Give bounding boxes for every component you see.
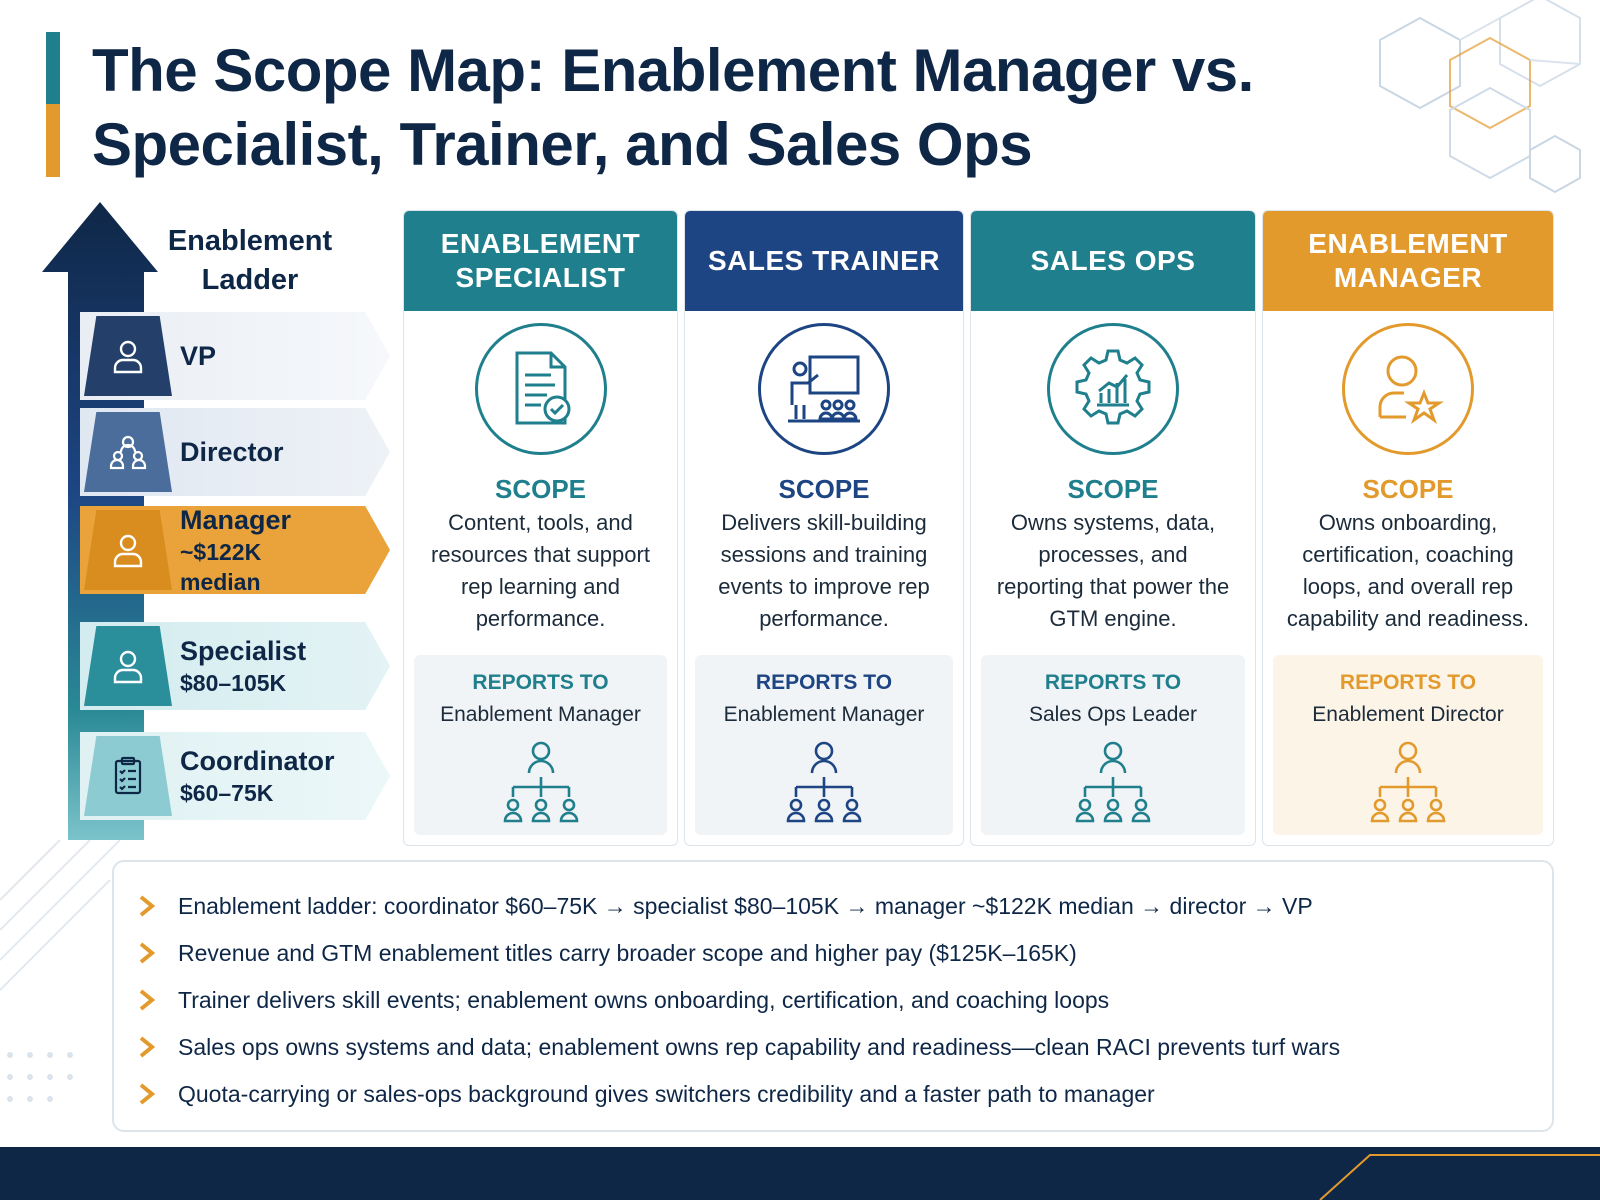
reports-heading: REPORTS TO: [1044, 671, 1182, 694]
person-icon: [84, 510, 172, 590]
reports-to-box: REPORTS TO Sales Ops Leader: [981, 655, 1245, 835]
org-chart-icon: [1370, 741, 1446, 823]
chevron-right-icon: [139, 894, 156, 917]
reports-text: Enablement Manager: [723, 703, 925, 726]
ladder-rung-name: Coordinator: [180, 746, 335, 776]
reports-heading: REPORTS TO: [1339, 671, 1477, 694]
org-chart-icon: [786, 741, 862, 823]
ladder-rung-pay: ~$122K median: [180, 539, 262, 595]
ladder-rung-name: Manager: [180, 505, 292, 535]
ladder-rung-name: VP: [180, 341, 217, 371]
document-check-icon: [474, 323, 607, 455]
role-card-enablement-specialist: ENABLEMENT SPECIALIST SCOPE Content, too…: [403, 210, 678, 846]
role-card-title: SALES TRAINER: [685, 211, 963, 311]
list-item: Revenue and GTM enablement titles carry …: [138, 929, 1552, 976]
person-star-icon: [1342, 323, 1474, 455]
role-card-sales-trainer: SALES TRAINER SCOPE Delivers skill-build…: [684, 210, 964, 846]
reports-heading: REPORTS TO: [755, 671, 893, 694]
key-takeaways-box: Enablement ladder: coordinator $60–75K →…: [112, 860, 1554, 1132]
hexagon-decoration: [1379, 0, 1581, 194]
scope-text: Owns onboarding, certification, coaching…: [1286, 510, 1530, 631]
list-item: Trainer delivers skill events; enablemen…: [138, 976, 1552, 1023]
org-chart-icon: [503, 741, 578, 823]
page-title: The Scope Map: Enablement Manager vs. Sp…: [92, 37, 1254, 178]
role-card-title: SALES OPS: [971, 211, 1255, 311]
list-item: Sales ops owns systems and data; enablem…: [138, 1023, 1552, 1070]
footer-band: [0, 1147, 1600, 1200]
chevron-right-icon: [139, 1082, 156, 1105]
scope-text: Owns systems, data, processes, and repor…: [996, 510, 1230, 631]
ladder-rung-pay: $80–105K: [180, 670, 287, 696]
org-chart-icon: [1075, 741, 1151, 823]
reports-text: Enablement Director: [1312, 703, 1504, 726]
scope-text: Content, tools, and resources that suppo…: [431, 510, 650, 631]
ladder-rung-pay: $60–75K: [180, 780, 274, 806]
scope-heading: SCOPE: [1067, 474, 1159, 504]
ladder-heading: Enablement Ladder: [167, 225, 333, 296]
list-item-text: Trainer delivers skill events; enablemen…: [178, 986, 1110, 1013]
scope-heading: SCOPE: [778, 474, 870, 504]
ladder-rung-name: Director: [180, 437, 284, 467]
chevron-right-icon: [139, 1035, 156, 1058]
chevron-right-icon: [139, 941, 156, 964]
list-item-text: Enablement ladder: coordinator $60–75K →…: [178, 892, 1313, 919]
list-item-text: Quota-carrying or sales-ops background g…: [178, 1080, 1155, 1107]
reports-to-box: REPORTS TO Enablement Manager: [695, 655, 953, 835]
list-item: Enablement ladder: coordinator $60–75K →…: [138, 882, 1552, 929]
dot-decoration: [7, 1052, 73, 1102]
role-card-title: ENABLEMENT MANAGER: [1263, 211, 1553, 311]
chevron-right-icon: [139, 988, 156, 1011]
reports-to-box: REPORTS TO Enablement Manager: [414, 655, 667, 835]
reports-to-box: REPORTS TO Enablement Director: [1273, 655, 1543, 835]
list-item-text: Revenue and GTM enablement titles carry …: [178, 939, 1077, 966]
person-icon: [84, 626, 172, 706]
clipboard-icon: [84, 736, 172, 816]
person-icon: [84, 316, 172, 396]
title-accent-bar: [46, 32, 60, 177]
reports-heading: REPORTS TO: [472, 671, 609, 694]
ladder-rung-name: Specialist: [180, 636, 307, 666]
scope-heading: SCOPE: [1362, 474, 1454, 504]
reports-text: Enablement Manager: [440, 703, 641, 726]
footer-accent: [1319, 1154, 1600, 1200]
scope-heading: SCOPE: [494, 474, 587, 504]
scope-text: Delivers skill-building sessions and tra…: [718, 510, 930, 631]
role-card-sales-ops: SALES OPS SCOPE Owns systems, data, proc…: [970, 210, 1256, 846]
list-item-text: Sales ops owns systems and data; enablem…: [178, 1033, 1341, 1060]
list-item: Quota-carrying or sales-ops background g…: [138, 1070, 1552, 1117]
presenter-icon: [758, 323, 890, 455]
team-icon: [84, 412, 172, 492]
role-card-title: ENABLEMENT SPECIALIST: [404, 211, 677, 311]
gear-chart-icon: [1047, 323, 1179, 455]
role-card-enablement-manager: ENABLEMENT MANAGER SCOPE Owns onboarding…: [1262, 210, 1554, 846]
line-decoration: [0, 840, 120, 991]
reports-text: Sales Ops Leader: [1028, 703, 1198, 726]
